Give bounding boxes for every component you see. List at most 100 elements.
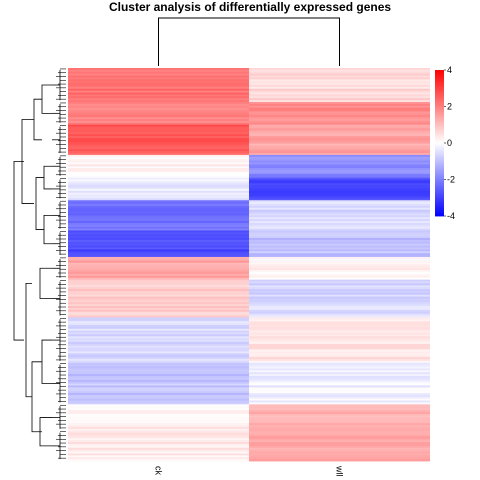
heatmap-cell — [249, 277, 430, 281]
heatmap-cell — [249, 256, 430, 260]
heatmap-cell — [68, 137, 249, 141]
legend-color-step — [435, 146, 444, 149]
heatmap-cell — [249, 311, 430, 315]
heatmap-cell — [68, 153, 249, 156]
heatmap-cell — [68, 92, 249, 95]
heatmap-cell — [249, 287, 430, 290]
legend-color-step — [435, 212, 444, 215]
heatmap-cell — [68, 426, 249, 430]
heatmap-cell — [68, 241, 249, 245]
heatmap-cell — [68, 409, 249, 413]
legend-color-step — [435, 70, 444, 73]
heatmap-cell — [68, 404, 249, 407]
heatmap-cell — [68, 402, 249, 405]
heatmap-cell — [249, 266, 430, 269]
heatmap-cell — [68, 171, 249, 175]
heatmap-cell — [249, 213, 430, 216]
heatmap-cell — [249, 200, 430, 203]
heatmap-cell — [68, 245, 249, 248]
heatmap-cell — [68, 219, 249, 222]
heatmap-cell — [68, 177, 249, 180]
legend-tick-label: 2 — [447, 102, 452, 112]
legend-color-step — [435, 206, 444, 210]
column-dendrogram-branch — [158, 17, 340, 66]
legend-color-step — [435, 152, 444, 155]
heatmap-cell — [68, 347, 249, 350]
heatmap-cell — [249, 94, 430, 97]
heatmap-cell — [249, 134, 430, 137]
legend-color-step — [435, 199, 444, 202]
heatmap-cell — [249, 215, 430, 218]
heatmap-cell — [68, 434, 249, 437]
heatmap-cell — [68, 396, 249, 400]
row-dendrogram-branch — [43, 165, 52, 190]
heatmap-cell — [249, 326, 430, 330]
heatmap-cell — [68, 73, 249, 76]
heatmap-cell — [249, 143, 430, 146]
heatmap-cell — [249, 119, 430, 122]
heatmap-cell — [68, 455, 249, 458]
heatmap-cell — [249, 296, 430, 299]
heatmap-cell — [249, 324, 430, 328]
legend-color-step — [435, 186, 444, 190]
heatmap-cell — [68, 149, 249, 152]
heatmap-cell — [249, 115, 430, 118]
legend-color-step — [435, 208, 444, 211]
heatmap-cell — [249, 306, 430, 309]
heatmap-cell — [68, 438, 249, 441]
legend-color-step — [435, 80, 444, 84]
heatmap-cell — [68, 205, 249, 209]
heatmap-cell — [68, 374, 249, 377]
heatmap-cell — [68, 311, 249, 315]
heatmap-cell — [68, 406, 249, 409]
heatmap-cell — [249, 351, 430, 354]
heatmap-cell — [249, 105, 430, 109]
heatmap-cell — [249, 309, 430, 313]
heatmap-cell — [249, 323, 430, 326]
legend-color-step — [435, 203, 444, 206]
heatmap-cell — [68, 394, 249, 398]
heatmap-cell — [68, 357, 249, 360]
heatmap-cell — [249, 241, 430, 245]
heatmap-cell — [68, 298, 249, 301]
heatmap-cell — [249, 430, 430, 434]
heatmap-cell — [68, 323, 249, 326]
legend-color-step — [435, 119, 444, 122]
heatmap-cell — [249, 275, 430, 279]
heatmap-cell — [68, 326, 249, 330]
heatmap-cell — [249, 219, 430, 222]
heatmap-cell — [249, 387, 430, 390]
heatmap-cell — [249, 230, 430, 233]
heatmap-cell — [249, 151, 430, 154]
heatmap-cell — [68, 243, 249, 247]
legend-color-step — [435, 164, 444, 168]
heatmap-cell — [249, 153, 430, 156]
heatmap-cell — [68, 204, 249, 207]
heatmap-cell — [68, 122, 249, 126]
heatmap-cell — [68, 156, 249, 160]
heatmap-cell — [68, 289, 249, 292]
legend-color-step — [435, 166, 444, 169]
heatmap-cell — [249, 122, 430, 126]
heatmap-cell — [249, 353, 430, 356]
legend-color-step — [435, 188, 444, 191]
heatmap-cell — [249, 370, 430, 373]
heatmap-cell — [68, 287, 249, 290]
heatmap-cell — [68, 324, 249, 328]
heatmap-cell — [68, 294, 249, 298]
heatmap-cell — [249, 402, 430, 405]
heatmap-cell — [68, 368, 249, 371]
heatmap-cell — [249, 69, 430, 73]
legend-color-step — [435, 101, 444, 104]
heatmap-cell — [249, 120, 430, 124]
legend-color-step — [435, 192, 444, 195]
legend-color-step — [435, 137, 444, 140]
heatmap-cell — [249, 170, 430, 173]
heatmap-cell — [68, 253, 249, 256]
row-dendrogram-branch — [41, 339, 52, 384]
heatmap-cell — [249, 141, 430, 144]
heatmap-cell — [249, 224, 430, 228]
heatmap-cell — [68, 430, 249, 434]
legend-color-step — [435, 130, 444, 133]
heatmap-cell — [68, 232, 249, 235]
